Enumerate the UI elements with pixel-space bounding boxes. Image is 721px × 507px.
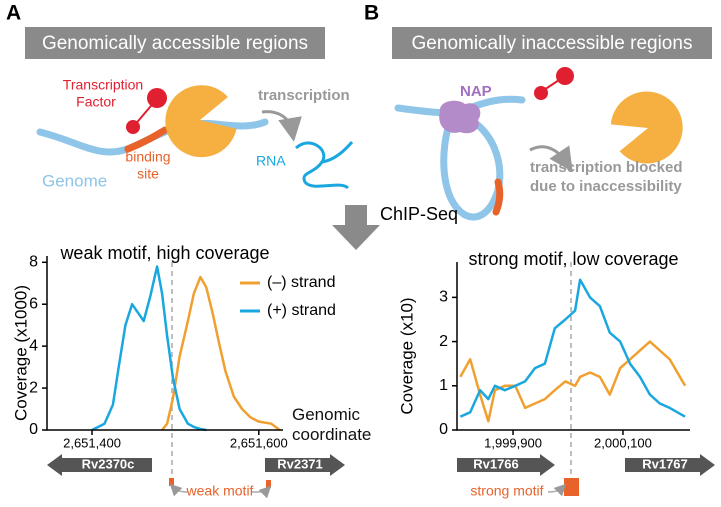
gene-label: Rv1767 — [642, 456, 688, 471]
y-tick-label: 6 — [29, 295, 38, 312]
banner-text: Genomically accessible regions — [42, 33, 308, 54]
y-tick-label: 2 — [29, 379, 38, 396]
series-line — [459, 340, 687, 423]
transcription-label: transcription — [258, 87, 350, 104]
nap-label: NAP — [460, 83, 492, 100]
x-tick-label: 2,651,600 — [230, 435, 288, 450]
arrow — [251, 485, 272, 499]
x-axis-label: Genomic coordinate — [292, 405, 372, 444]
y-tick-label: 0 — [439, 421, 448, 438]
legend-label: (–) strand — [267, 274, 335, 291]
y-tick-label: 3 — [439, 289, 448, 306]
gene-label: Rv1766 — [473, 456, 519, 471]
motif-label: weak motif — [186, 483, 254, 499]
arrow — [169, 483, 189, 497]
polymerase — [165, 85, 237, 158]
tf — [534, 86, 548, 100]
x-tick-label: 2,651,400 — [63, 435, 121, 450]
binding-site — [124, 126, 169, 153]
step-label: ChIP-Seq — [380, 204, 458, 224]
arrow — [547, 483, 567, 497]
legend-label: (+) strand — [267, 302, 336, 319]
y-tick-label: 2 — [439, 333, 448, 350]
gene-label: Rv2371 — [277, 456, 323, 471]
blocked-label: transcription blocked — [530, 159, 683, 176]
y-axis-label: Coverage (x10) — [397, 297, 416, 414]
tf — [556, 67, 574, 85]
y-tick-label: 1 — [439, 377, 448, 394]
genome-loop — [440, 116, 504, 221]
banner — [25, 27, 325, 59]
series-line — [459, 278, 686, 418]
motif-mark — [266, 480, 271, 488]
motif-mark — [564, 478, 579, 496]
arrow — [261, 110, 302, 142]
step-arrow — [332, 205, 380, 250]
nap — [439, 100, 481, 134]
series-line — [91, 265, 207, 432]
axes — [46, 256, 283, 431]
rna — [294, 141, 354, 190]
gene-arrow — [457, 454, 555, 476]
gene-arrow — [625, 454, 715, 476]
y-tick-label: 4 — [29, 337, 38, 354]
x-tick-label: 2,000,100 — [594, 435, 652, 450]
polymerase — [610, 91, 683, 164]
panel-label: A — [6, 2, 21, 25]
motif-label: strong motif — [470, 483, 543, 499]
banner — [392, 27, 712, 59]
chart-title: strong motif, low coverage — [468, 249, 678, 269]
y-axis-label: Coverage (x1000) — [11, 285, 30, 421]
binding-label: binding — [125, 149, 170, 165]
tf — [126, 120, 140, 134]
x-tick-label: 1,999,900 — [484, 435, 542, 450]
banner-text: Genomically inaccessible regions — [412, 33, 693, 54]
axes — [456, 262, 690, 431]
y-tick-label: 8 — [29, 254, 38, 271]
motif-mark — [169, 478, 174, 486]
y-tick-label: 0 — [29, 421, 38, 438]
gene-arrow — [47, 454, 152, 476]
panel-label: B — [364, 2, 379, 25]
rna-label: RNA — [256, 153, 286, 169]
binding-label: site — [137, 166, 159, 182]
chart-title: weak motif, high coverage — [59, 243, 269, 263]
series-line — [161, 275, 281, 431]
gene-arrow — [265, 454, 345, 476]
tf-label: Factor — [76, 94, 116, 110]
arrow — [529, 145, 573, 172]
genome-label: Genome — [42, 171, 107, 190]
binding-site — [492, 178, 504, 216]
tf-label: Transcription — [63, 77, 143, 93]
tf — [147, 88, 167, 108]
gene-label: Rv2370c — [82, 456, 135, 471]
blocked-label: due to inaccessibility — [530, 178, 682, 195]
